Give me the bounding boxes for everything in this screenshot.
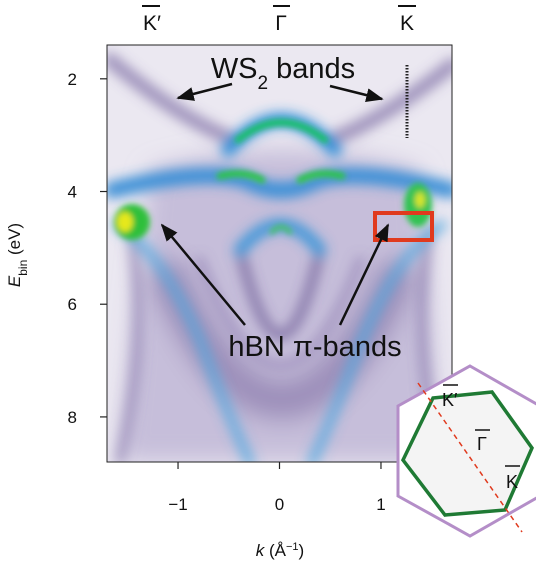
annotation-text: WS [211,53,258,85]
y-label-subscript: bin [16,260,30,276]
annotation-subscript: 2 [258,73,269,94]
x-label-symbol: k [256,541,266,560]
y-tick-label: 2 [68,70,77,89]
y-tick-label: 6 [68,295,77,314]
inset-label: Γ [477,434,487,454]
arrow [329,84,384,102]
annotation-text: bands [268,53,355,85]
y-tick-label: 8 [68,408,77,427]
arrow [160,223,246,326]
arpes-image [107,45,452,462]
axes: −1 0 1 2 4 6 8 [68,70,386,514]
top-labels: K′ Γ K [142,5,416,35]
inset: K′ Γ K [396,364,536,538]
y-label-unit: (eV) [5,223,24,260]
x-axis-label: k (Å−1) [256,541,304,560]
y-label-symbol: E [5,275,24,287]
inset-label: K [506,472,518,492]
x-tick-label: 0 [275,495,284,514]
y-tick-label: 4 [68,183,77,202]
top-label: Γ [275,12,287,35]
x-label-unit: (Å [264,541,286,560]
brillouin-zone [400,390,535,517]
x-label-superscript: −1 [286,541,299,553]
top-label: K′ [143,12,161,35]
inset-label: K′ [442,390,458,410]
arrow [338,223,390,326]
cut-line [417,382,523,533]
x-label-unit: ) [299,541,305,560]
x-tick-label: 1 [376,495,385,514]
annotation-ws2: WS2 bands [211,53,355,94]
annotation-hbn: hBN π-bands [228,331,401,363]
top-label: K [400,12,414,35]
x-tick-label: −1 [168,495,187,514]
arrow [176,82,233,101]
y-axis-label: Ebin (eV) [5,223,30,287]
